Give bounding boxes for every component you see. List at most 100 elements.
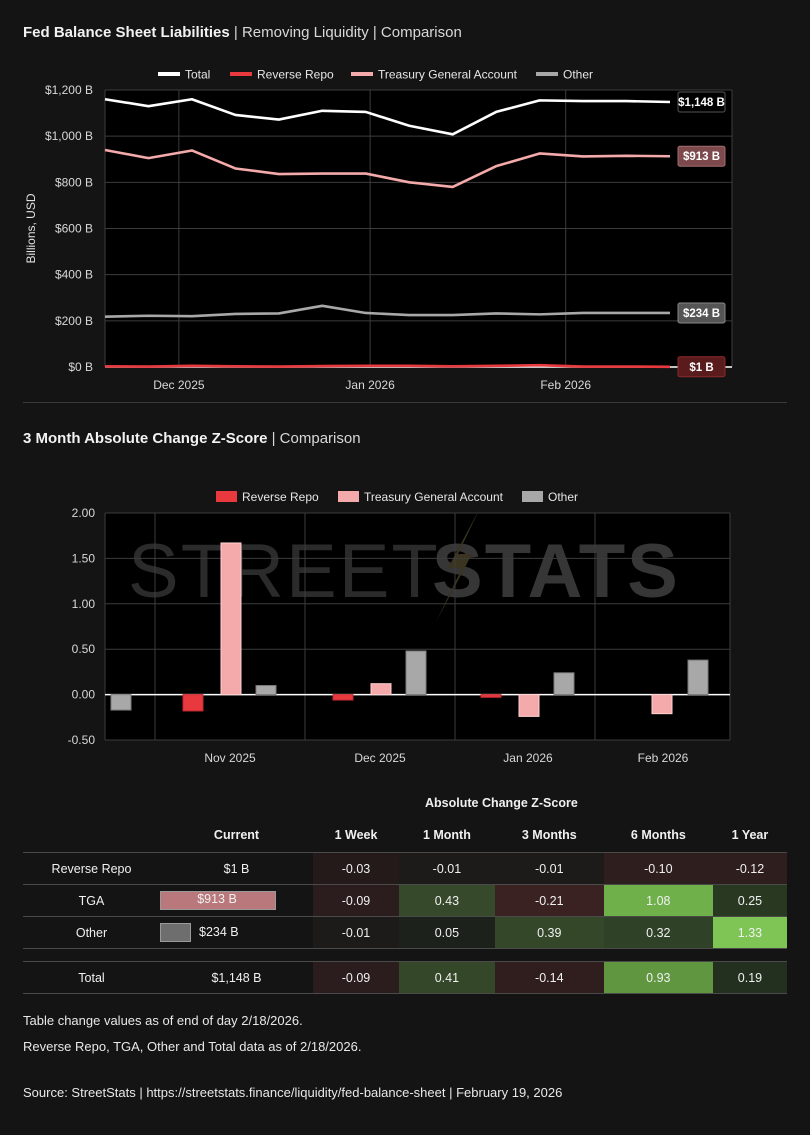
bar-treasury-general-account (370, 683, 392, 696)
zscore-cell: -0.01 (313, 916, 400, 949)
end-label-box (677, 356, 726, 378)
end-value-label: $1,148 B (678, 97, 725, 109)
y-tick-label: $1,200 B (45, 83, 93, 97)
zscore-cell: 1.33 (712, 916, 787, 949)
bar-other (110, 694, 132, 711)
y-tick-label: $0 B (68, 360, 93, 374)
bar-reverse-repo (182, 694, 204, 712)
table-group-header: Absolute Change Z-Score (425, 796, 578, 810)
current-value-bar (160, 891, 276, 910)
x-tick-label: Dec 2025 (354, 751, 406, 765)
legend-label: Treasury General Account (364, 490, 504, 504)
current-cell: $1,148 B (160, 961, 313, 994)
zscore-cell: -0.12 (712, 852, 787, 885)
y-tick-label: 0.00 (72, 688, 96, 702)
table-row: Other $234 B -0.01 0.05 0.39 0.32 1.33 (23, 916, 787, 949)
x-tick-label: Jan 2026 (345, 378, 395, 392)
y-axis-label: Billions, USD (24, 193, 38, 263)
bar-reverse-repo (480, 694, 502, 698)
series-line-treasury-general-account (104, 148, 671, 189)
table-spacer (23, 949, 787, 962)
zscore-cell: -0.03 (313, 852, 400, 885)
y-tick-label: -0.50 (68, 733, 96, 747)
y-tick-label: 2.00 (72, 506, 96, 520)
y-tick-label: 0.50 (72, 642, 96, 656)
bar-other (255, 685, 277, 696)
row-name: Reverse Repo (23, 852, 160, 885)
legend-label: Total (185, 68, 210, 82)
row-name: Other (23, 916, 160, 949)
zscore-cell: -0.01 (399, 852, 495, 885)
watermark-street: STREET (128, 529, 440, 614)
table-header-row: Current 1 Week 1 Month 3 Months 6 Months… (23, 818, 787, 853)
table-header-6months: 6 Months (630, 828, 686, 842)
chart2-title-main: 3 Month Absolute Change Z-Score (23, 430, 268, 447)
table-header-3months: 3 Months (521, 828, 577, 842)
table-row-total: Total $1,148 B -0.09 0.41 -0.14 0.93 0.19 (23, 961, 787, 994)
y-tick-label: $200 B (55, 314, 93, 328)
zscore-cell: -0.14 (494, 961, 604, 994)
zscore-cell: 0.32 (603, 916, 713, 949)
watermark-stats: STATS (432, 529, 680, 614)
note-change-values: Table change values as of end of day 2/1… (23, 1013, 303, 1028)
x-tick-label: Jan 2026 (503, 751, 553, 765)
y-tick-label: $800 B (55, 175, 93, 189)
x-tick-label: Feb 2026 (540, 378, 591, 392)
chart2-title: 3 Month Absolute Change Z-Score | Compar… (23, 430, 361, 447)
chart1-title-sub: | Removing Liquidity | Comparison (229, 24, 462, 41)
legend-label: Other (548, 490, 578, 504)
legend-swatch (216, 491, 237, 502)
y-tick-label: $600 B (55, 222, 93, 236)
zscore-cell: -0.09 (313, 961, 400, 994)
zscore-cell: 1.08 (603, 884, 713, 917)
zscore-table: Current 1 Week 1 Month 3 Months 6 Months… (23, 818, 787, 994)
legend-swatch (338, 491, 359, 502)
legend-swatch (522, 491, 543, 502)
bar-treasury-general-account (651, 694, 673, 715)
watermark-bolt-icon (436, 508, 480, 622)
current-value: $913 B (197, 892, 237, 906)
current-value-bar (160, 923, 191, 942)
bar-other (405, 650, 427, 696)
end-value-label: $913 B (683, 151, 720, 163)
row-name: TGA (23, 884, 160, 917)
end-label-box (677, 91, 726, 113)
end-label-box (677, 145, 726, 167)
y-tick-label: 1.00 (72, 597, 96, 611)
legend-swatch (158, 72, 180, 76)
legend-swatch (351, 72, 373, 76)
x-tick-label: Dec 2025 (153, 378, 205, 392)
legend-label: Other (563, 68, 593, 82)
current-cell: $1 B (160, 852, 313, 885)
table-header-1week: 1 Week (334, 828, 378, 842)
zscore-cell: -0.09 (313, 884, 400, 917)
bar-other (687, 659, 709, 696)
table-row: Reverse Repo $1 B -0.03 -0.01 -0.01 -0.10 -0.1… (23, 852, 787, 885)
zscore-cell: -0.21 (494, 884, 604, 917)
y-tick-label: 1.50 (72, 551, 96, 565)
zscore-cell: -0.10 (603, 852, 713, 885)
zscore-cell: 0.25 (712, 884, 787, 917)
current-cell: $913 B (160, 884, 313, 917)
zscore-cell: 0.39 (494, 916, 604, 949)
end-value-label: $234 B (683, 308, 720, 320)
x-tick-label: Feb 2026 (638, 751, 689, 765)
legend-label: Reverse Repo (242, 490, 319, 504)
row-name: Total (23, 961, 160, 994)
spacer-cell (23, 949, 787, 962)
current-value: $234 B (199, 924, 239, 939)
y-tick-label: $1,000 B (45, 129, 93, 143)
liabilities-line-chart: $0 B $200 B $400 B $600 B $800 B $1,000 B $1,2… (24, 68, 733, 392)
zscore-cell: 0.05 (399, 916, 495, 949)
note-data-asof: Reverse Repo, TGA, Other and Total data … (23, 1039, 362, 1054)
table-header-blank (23, 818, 160, 853)
y-tick-label: $400 B (55, 268, 93, 282)
legend-label: Reverse Repo (257, 68, 334, 82)
chart2-title-sub: | Comparison (267, 430, 361, 447)
legend-label: Treasury General Account (378, 68, 518, 82)
section-divider (23, 402, 787, 403)
chart1-title: Fed Balance Sheet Liabilities | Removing… (23, 24, 462, 41)
bar-treasury-general-account (220, 542, 242, 696)
chart1-title-main: Fed Balance Sheet Liabilities (23, 24, 230, 41)
